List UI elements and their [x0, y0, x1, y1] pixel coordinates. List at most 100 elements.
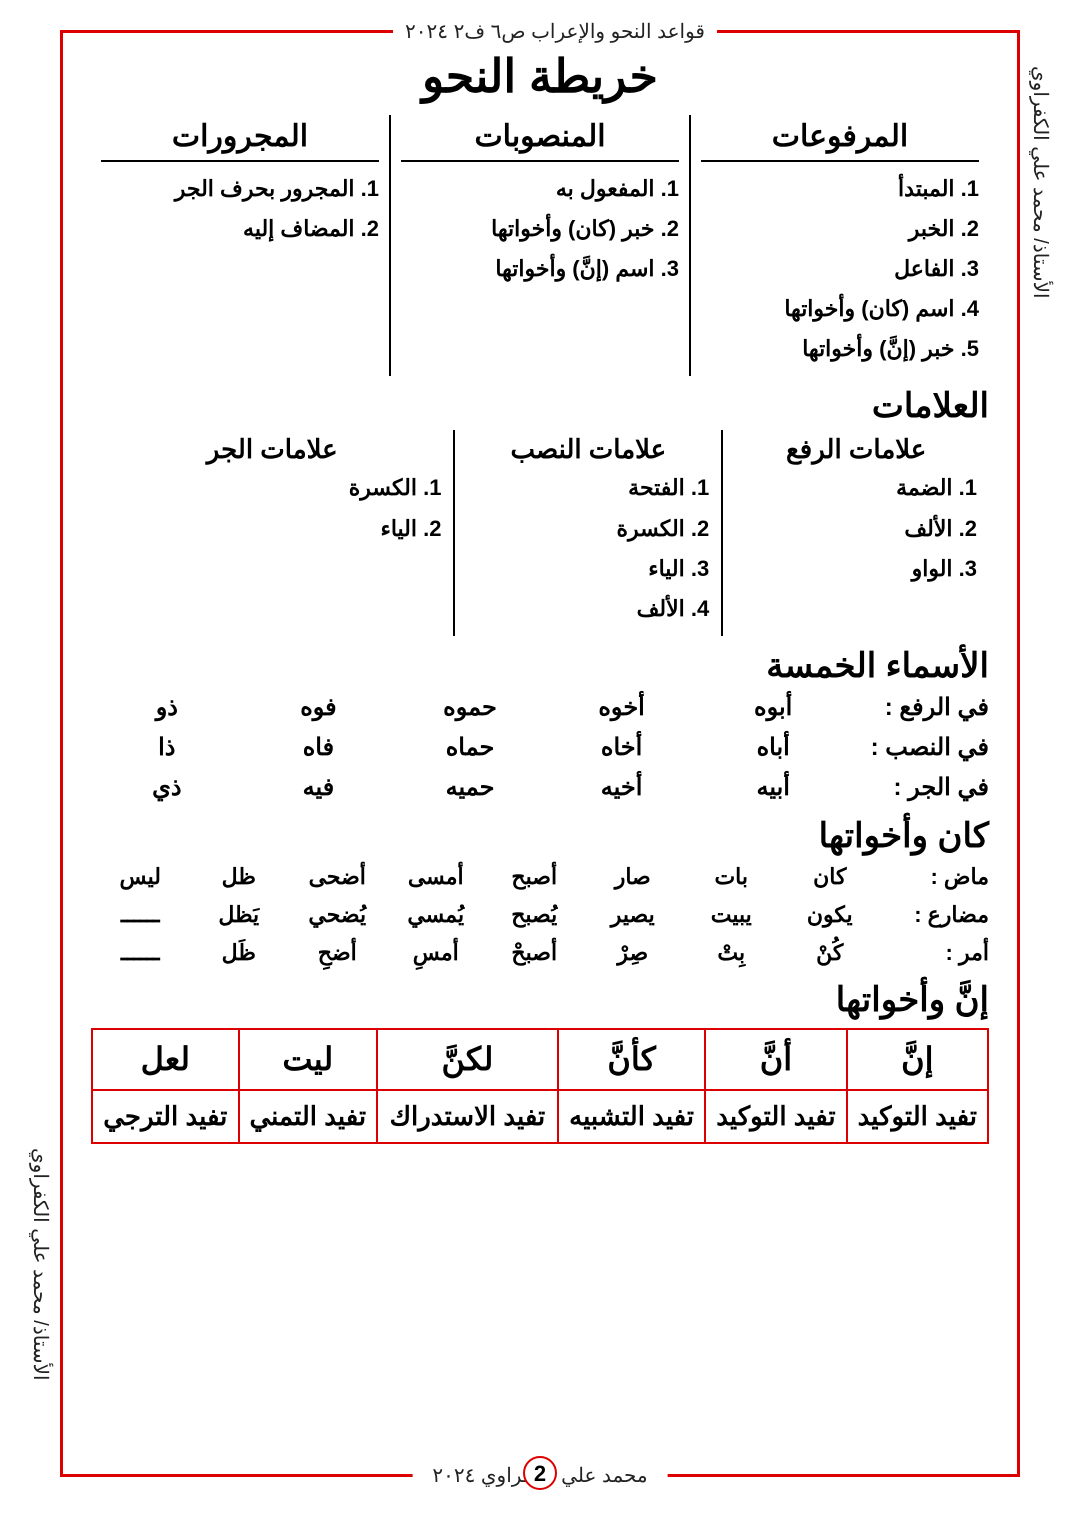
- row-word: صِرْ: [584, 936, 683, 970]
- row-word: أضحى: [288, 860, 387, 894]
- row-word: كُنْ: [781, 936, 880, 970]
- list-item: 2. خبر (كان) وأخواتها: [401, 212, 679, 246]
- row-word: فيه: [243, 770, 395, 806]
- col-list-gen: 1. المجرور بحرف الجر2. المضاف إليه: [101, 172, 379, 246]
- row-word: أبوه: [697, 690, 849, 726]
- row-word: يُمسي: [387, 898, 486, 932]
- marks-head-nasb: علامات النصب: [467, 434, 709, 465]
- table-cell: تفيد التمني: [239, 1090, 377, 1143]
- row-word: فوه: [243, 690, 395, 726]
- row-word: صار: [584, 860, 683, 894]
- marks-columns: علامات الرفع 1. الضمة 2. الألف 3. الواو عل…: [91, 430, 989, 635]
- row-word: ظل: [190, 860, 289, 894]
- row-word: أصبحْ: [485, 936, 584, 970]
- row-word: بِتْ: [682, 936, 781, 970]
- list-item: 1. المفعول به: [401, 172, 679, 206]
- row-word: أضحِ: [288, 936, 387, 970]
- row-word: حميه: [394, 770, 546, 806]
- list-item: 2. الكسرة: [467, 512, 709, 546]
- list-item: 5. خبر (إنَّ) وأخواتها: [701, 332, 979, 366]
- row-word: ذي: [91, 770, 243, 806]
- col-head-gen: المجرورات: [101, 119, 379, 162]
- list-item: 3. الفاعل: [701, 252, 979, 286]
- table-cell: تفيد التشبيه: [558, 1090, 705, 1143]
- list-item: 3. اسم (إنَّ) وأخواتها: [401, 252, 679, 286]
- row-word: ظَل: [190, 936, 289, 970]
- row-word: يبيت: [682, 898, 781, 932]
- five-row-raf: في الرفع :أبوهأخوهحموهفوهذو: [91, 690, 989, 726]
- row-word: أبيه: [697, 770, 849, 806]
- col-head-accus: المنصوبات: [401, 119, 679, 162]
- table-cell: لكنَّ: [377, 1029, 558, 1090]
- list-item: 1. الضمة: [735, 471, 977, 505]
- list-item: 2. الألف: [735, 512, 977, 546]
- row-label: في النصب :: [849, 730, 989, 766]
- row-label: مضارع :: [879, 898, 989, 932]
- kana-row-past: ماض :كانباتصارأصبحأمسىأضحىظلليس: [91, 860, 989, 894]
- kana-title: كان وأخواتها: [91, 816, 989, 856]
- teacher-name-left: الأستاذ/ محمد علي الكفراوي: [28, 1142, 52, 1387]
- table-cell: تفيد التوكيد: [847, 1090, 988, 1143]
- page-title: خريطة النحو: [91, 49, 989, 103]
- inna-title: إنَّ وأخواتها: [91, 980, 989, 1020]
- inna-uses-row: تفيد التوكيدتفيد التوكيدتفيد التشبيهتفيد…: [92, 1090, 988, 1143]
- inna-heads-row: إنَّأنَّكأنَّلكنَّليتلعل: [92, 1029, 988, 1090]
- list-item: 2. الخبر: [701, 212, 979, 246]
- row-word: يكون: [781, 898, 880, 932]
- row-word: ذو: [91, 690, 243, 726]
- grammar-columns: المرفوعات 1. المبتدأ2. الخبر3. الفاعل4. …: [91, 115, 989, 376]
- inna-table: إنَّأنَّكأنَّلكنَّليتلعل تفيد التوكيد تفي…: [91, 1028, 989, 1144]
- col-list-raised: 1. المبتدأ2. الخبر3. الفاعل4. اسم (كان) …: [701, 172, 979, 366]
- table-cell: لعل: [92, 1029, 239, 1090]
- row-word: يَظل: [190, 898, 289, 932]
- teacher-name-right: الأستاذ/ محمد علي الكفراوي: [1028, 60, 1052, 305]
- list-item: 3. الياء: [467, 552, 709, 586]
- row-word: يصير: [584, 898, 683, 932]
- row-label: ماض :: [879, 860, 989, 894]
- marks-list-raf: 1. الضمة 2. الألف 3. الواو: [735, 471, 977, 585]
- list-item: 2. الياء: [103, 512, 441, 546]
- row-word: أخوه: [546, 690, 698, 726]
- five-row-jar: في الجر :أبيهأخيهحميهفيهذي: [91, 770, 989, 806]
- row-word: أخيه: [546, 770, 698, 806]
- row-word: ليس: [91, 860, 190, 894]
- table-cell: تفيد الاستدراك: [377, 1090, 558, 1143]
- list-item: 2. المضاف إليه: [101, 212, 379, 246]
- row-label: في الجر :: [849, 770, 989, 806]
- kana-row-imper: أمر :كُنْبِتْصِرْأصبحْأمسِأضحِظَلــــــ: [91, 936, 989, 970]
- marks-list-jar: 1. الكسرة2. الياء: [103, 471, 441, 545]
- page-frame: قواعد النحو والإعراب ص٦ ف٢ ٢٠٢٤ محمد علي…: [60, 30, 1020, 1477]
- marks-list-nasb: 1. الفتحة 2. الكسرة 3. الياء 4. الألف: [467, 471, 709, 625]
- five-row-nasb: في النصب :أباهأخاهحماهفاهذا: [91, 730, 989, 766]
- table-cell: ليت: [239, 1029, 377, 1090]
- table-cell: كأنَّ: [558, 1029, 705, 1090]
- row-word: حموه: [394, 690, 546, 726]
- kana-table: ماض :كانباتصارأصبحأمسىأضحىظلليس مضارع :ي…: [91, 860, 989, 970]
- list-item: 4. الألف: [467, 592, 709, 626]
- row-label: أمر :: [879, 936, 989, 970]
- table-cell: إنَّ: [847, 1029, 988, 1090]
- row-label: في الرفع :: [849, 690, 989, 726]
- marks-head-jar: علامات الجر: [103, 434, 441, 465]
- row-word: أمسى: [387, 860, 486, 894]
- marks-head-raf: علامات الرفع: [735, 434, 977, 465]
- row-word: يُصبح: [485, 898, 584, 932]
- row-word: أخاه: [546, 730, 698, 766]
- row-word: بات: [682, 860, 781, 894]
- row-word: أمسِ: [387, 936, 486, 970]
- list-item: 3. الواو: [735, 552, 977, 586]
- marks-title: العلامات: [91, 386, 989, 426]
- table-cell: أنَّ: [705, 1029, 846, 1090]
- content: خريطة النحو المرفوعات 1. المبتدأ2. الخبر…: [63, 33, 1017, 1474]
- row-word: ــــــ: [91, 936, 190, 970]
- list-item: 4. اسم (كان) وأخواتها: [701, 292, 979, 326]
- five-nouns-title: الأسماء الخمسة: [91, 646, 989, 686]
- row-word: ــــــ: [91, 898, 190, 932]
- col-list-accus: 1. المفعول به 2. خبر (كان) وأخواتها 3. اسم…: [401, 172, 679, 286]
- kana-row-present: مضارع :يكونيبيتيصيريُصبحيُمسييُضحييَظلــ…: [91, 898, 989, 932]
- list-item: 1. الفتحة: [467, 471, 709, 505]
- row-word: أصبح: [485, 860, 584, 894]
- five-nouns: في الرفع :أبوهأخوهحموهفوهذو في النصب :أب…: [91, 690, 989, 806]
- col-head-raised: المرفوعات: [701, 119, 979, 162]
- row-word: أباه: [697, 730, 849, 766]
